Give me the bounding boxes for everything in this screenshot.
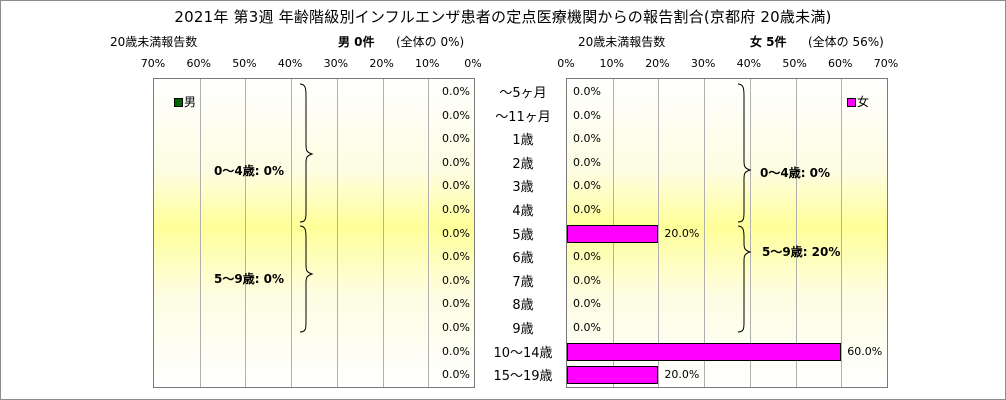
male-data-label: 0.0% xyxy=(442,203,470,216)
age-category-label: 4歳 xyxy=(512,204,534,219)
male-group-label-5-9: 5～9歳: 0% xyxy=(214,272,285,286)
male-brace-0-4 xyxy=(299,83,314,223)
age-category-label: 7歳 xyxy=(512,274,534,290)
male-data-label: 0.0% xyxy=(442,368,470,382)
female-legend-swatch xyxy=(847,98,856,107)
left-subtitle-male-count: 男 0件 xyxy=(338,33,375,50)
female-gridline xyxy=(658,79,660,387)
female-data-label: 0.0% xyxy=(573,203,601,216)
male-plot-area: 男 0.0% 0.0% 0.0% 0.0% 0.0% 0.0% 0.0% 0.0% 0.0% 0.… xyxy=(153,78,475,388)
age-category-label: 1歳 xyxy=(512,133,534,149)
female-data-label: 0.0% xyxy=(573,108,601,122)
right-x-tick-label: 60% xyxy=(828,57,853,70)
female-data-label: 0.0% xyxy=(573,321,601,334)
right-x-tick-label: 0% xyxy=(557,57,575,70)
female-data-label: 20.0% xyxy=(664,226,700,240)
female-data-label: 0.0% xyxy=(573,85,601,98)
male-gridline xyxy=(382,79,384,387)
right-x-tick-label: 20% xyxy=(645,57,670,70)
male-data-label: 0.0% xyxy=(442,226,470,240)
female-bar xyxy=(567,224,659,243)
chart-title: 2021年 第3週 年齢階級別インフルエンザ患者の定点医療機関からの報告割合(京… xyxy=(174,8,832,26)
female-group-label-0-4: 0～4歳: 0% xyxy=(760,166,831,180)
female-data-label: 60.0% xyxy=(847,344,883,358)
left-x-tick-label: 10% xyxy=(415,57,440,70)
age-category-label: 15～19歳 xyxy=(493,369,553,385)
left-subtitle-share: (全体の 0%) xyxy=(396,35,465,49)
female-data-label: 0.0% xyxy=(573,132,601,146)
male-gridline xyxy=(428,79,430,387)
male-gridline xyxy=(336,79,338,387)
male-data-label: 0.0% xyxy=(442,132,470,146)
male-data-label: 0.0% xyxy=(442,155,470,169)
female-group-label-5-9: 5～9歳: 20% xyxy=(762,245,841,259)
male-data-label: 0.0% xyxy=(442,344,470,358)
age-category-label: 2歳 xyxy=(512,156,534,172)
male-gridline xyxy=(291,79,293,387)
female-data-label: 0.0% xyxy=(573,179,601,193)
right-subtitle-female-count: 女 5件 xyxy=(750,33,787,50)
female-brace-0-4 xyxy=(737,83,752,223)
right-subtitle-count-label: 20歳未満報告数 xyxy=(578,35,666,49)
female-brace-5-9 xyxy=(737,225,752,333)
male-gridline xyxy=(245,79,247,387)
female-gridline xyxy=(841,79,843,387)
female-data-label: 20.0% xyxy=(664,368,700,382)
female-bar xyxy=(567,366,659,385)
female-legend: 女 xyxy=(847,93,869,110)
left-x-tick-label: 30% xyxy=(323,57,349,70)
right-x-tick-label: 50% xyxy=(782,57,807,70)
female-gridline xyxy=(704,79,706,387)
male-data-label: 0.0% xyxy=(442,85,470,98)
male-data-label: 0.0% xyxy=(442,321,470,334)
male-data-label: 0.0% xyxy=(442,250,470,264)
male-data-label: 0.0% xyxy=(442,273,470,287)
male-legend: 男 xyxy=(174,93,196,110)
male-legend-swatch xyxy=(174,98,183,107)
female-data-label: 0.0% xyxy=(573,273,601,287)
male-data-label: 0.0% xyxy=(442,297,470,311)
age-category-label: 6歳 xyxy=(512,251,534,267)
female-count: 女 5件 xyxy=(750,35,787,49)
female-data-label: 0.0% xyxy=(573,250,601,264)
age-category-label: 8歳 xyxy=(512,298,534,314)
left-x-tick-label: 50% xyxy=(232,57,257,70)
left-x-tick-label: 20% xyxy=(369,57,394,70)
left-x-tick-label: 70% xyxy=(140,57,166,70)
age-category-label: 5歳 xyxy=(512,227,534,243)
male-data-label: 0.0% xyxy=(442,108,470,122)
male-data-label: 0.0% xyxy=(442,179,470,193)
female-legend-label: 女 xyxy=(857,95,870,109)
male-count: 男 0件 xyxy=(338,35,375,49)
female-data-label: 0.0% xyxy=(573,297,601,311)
male-legend-label: 男 xyxy=(184,95,197,109)
female-data-label: 0.0% xyxy=(573,155,601,169)
right-x-tick-label: 10% xyxy=(599,57,624,70)
female-bar xyxy=(567,342,842,361)
age-category-label: ～11ヶ月 xyxy=(495,109,551,125)
right-x-tick-label: 70% xyxy=(873,57,899,70)
right-x-tick-label: 30% xyxy=(690,57,716,70)
male-group-label-0-4: 0～4歳: 0% xyxy=(214,164,285,178)
male-brace-5-9 xyxy=(299,225,314,333)
female-gridline xyxy=(795,79,797,387)
left-x-tick-label: 0% xyxy=(464,57,482,70)
age-category-label: 10～14歳 xyxy=(493,345,553,361)
left-x-tick-label: 60% xyxy=(186,57,211,70)
female-plot-area: 女 0.0% 0.0% 0.0% 0.0% 0.0% 0.0% 20.0% 0.0% 0.0% 0… xyxy=(566,78,888,388)
female-gridline xyxy=(749,79,751,387)
age-category-label: 9歳 xyxy=(512,322,534,337)
male-gridline xyxy=(199,79,201,387)
right-x-tick-label: 40% xyxy=(736,57,762,70)
age-category-label: ～5ヶ月 xyxy=(499,86,547,101)
right-subtitle-share: (全体の 56%) xyxy=(808,35,884,49)
age-category-label: 3歳 xyxy=(512,180,534,196)
left-subtitle-count-label: 20歳未満報告数 xyxy=(110,35,198,49)
left-x-tick-label: 40% xyxy=(277,57,303,70)
